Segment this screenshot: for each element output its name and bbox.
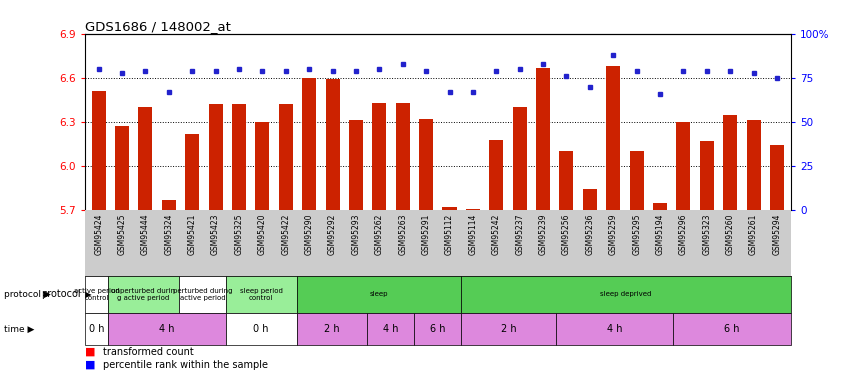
Bar <box>489 140 503 210</box>
Bar <box>108 276 179 313</box>
Text: GSM95422: GSM95422 <box>281 213 290 255</box>
Text: GSM95292: GSM95292 <box>328 213 337 255</box>
Bar <box>556 313 673 345</box>
Bar <box>396 103 409 210</box>
Text: 4 h: 4 h <box>159 324 175 334</box>
Bar <box>559 151 574 210</box>
Text: ■: ■ <box>85 360 95 370</box>
Bar <box>139 107 152 210</box>
Text: GSM95194: GSM95194 <box>656 213 664 255</box>
Bar <box>536 68 550 210</box>
Text: GSM95425: GSM95425 <box>118 213 127 255</box>
Bar <box>349 120 363 210</box>
Bar <box>372 103 387 210</box>
Text: GSM95293: GSM95293 <box>351 213 360 255</box>
Text: GSM95112: GSM95112 <box>445 213 454 255</box>
Text: GSM95260: GSM95260 <box>726 213 734 255</box>
Text: transformed count: transformed count <box>103 346 194 357</box>
Text: GSM95114: GSM95114 <box>469 213 477 255</box>
Text: GSM95262: GSM95262 <box>375 213 384 255</box>
Text: GSM95295: GSM95295 <box>632 213 641 255</box>
Text: GSM95291: GSM95291 <box>421 213 431 255</box>
Text: GSM95423: GSM95423 <box>212 213 220 255</box>
Bar <box>653 202 667 210</box>
Text: GSM95261: GSM95261 <box>749 213 758 255</box>
Bar <box>700 141 714 210</box>
Text: GSM95239: GSM95239 <box>539 213 547 255</box>
Bar <box>209 104 222 210</box>
Text: GSM95444: GSM95444 <box>141 213 150 255</box>
Text: 0 h: 0 h <box>89 324 104 334</box>
Text: ■: ■ <box>85 346 95 357</box>
Text: GSM95421: GSM95421 <box>188 213 197 255</box>
Bar <box>296 313 367 345</box>
Bar <box>629 151 644 210</box>
Bar <box>442 207 457 210</box>
Bar <box>607 66 620 210</box>
Bar <box>746 120 761 210</box>
Text: sleep deprived: sleep deprived <box>601 291 652 297</box>
Bar <box>461 313 556 345</box>
Bar <box>179 276 226 313</box>
Bar <box>461 276 791 313</box>
Text: sleep: sleep <box>370 291 388 297</box>
Text: 6 h: 6 h <box>724 324 740 334</box>
Text: GSM95420: GSM95420 <box>258 213 266 255</box>
Bar <box>91 91 106 210</box>
Bar <box>115 126 129 210</box>
Text: GSM95294: GSM95294 <box>772 213 782 255</box>
Bar <box>673 313 791 345</box>
Text: GSM95424: GSM95424 <box>94 213 103 255</box>
Bar <box>85 313 108 345</box>
Text: 4 h: 4 h <box>383 324 398 334</box>
Text: active period
control: active period control <box>74 288 119 301</box>
Text: protocol: protocol <box>41 290 80 299</box>
Bar <box>232 104 246 210</box>
Text: GSM95263: GSM95263 <box>398 213 407 255</box>
Text: time ▶: time ▶ <box>4 324 35 334</box>
Text: percentile rank within the sample: percentile rank within the sample <box>103 360 268 370</box>
Bar <box>677 122 690 210</box>
Text: 2 h: 2 h <box>501 324 516 334</box>
Bar <box>185 134 199 210</box>
Bar <box>255 122 269 210</box>
Bar <box>466 209 480 210</box>
Bar <box>415 313 461 345</box>
Text: GSM95259: GSM95259 <box>609 213 618 255</box>
Text: 4 h: 4 h <box>607 324 622 334</box>
Text: GSM95324: GSM95324 <box>164 213 173 255</box>
Bar <box>513 107 527 210</box>
Bar <box>583 189 597 210</box>
Text: GSM95296: GSM95296 <box>678 213 688 255</box>
Text: GSM95323: GSM95323 <box>702 213 711 255</box>
Bar <box>162 200 176 210</box>
Bar <box>302 78 316 210</box>
Bar <box>419 119 433 210</box>
Bar <box>108 313 226 345</box>
Text: ▶: ▶ <box>80 290 92 299</box>
Bar <box>723 114 737 210</box>
Text: perturbed during
active period: perturbed during active period <box>173 288 232 301</box>
Bar <box>226 313 297 345</box>
Text: GSM95242: GSM95242 <box>492 213 501 255</box>
Bar <box>85 276 108 313</box>
Text: GSM95325: GSM95325 <box>234 213 244 255</box>
Bar <box>296 276 461 313</box>
Text: 6 h: 6 h <box>430 324 446 334</box>
Bar <box>278 104 293 210</box>
Text: GDS1686 / 148002_at: GDS1686 / 148002_at <box>85 20 230 33</box>
Bar <box>326 79 339 210</box>
Text: 2 h: 2 h <box>324 324 339 334</box>
Text: protocol ▶: protocol ▶ <box>4 290 51 299</box>
Text: GSM95290: GSM95290 <box>305 213 314 255</box>
Bar <box>226 276 297 313</box>
Text: unperturbed durin
g active period: unperturbed durin g active period <box>112 288 175 301</box>
Text: GSM95237: GSM95237 <box>515 213 525 255</box>
Bar <box>770 146 784 210</box>
Text: 0 h: 0 h <box>254 324 269 334</box>
Text: GSM95256: GSM95256 <box>562 213 571 255</box>
Text: GSM95236: GSM95236 <box>585 213 595 255</box>
Text: sleep period
control: sleep period control <box>239 288 283 301</box>
Bar <box>367 313 415 345</box>
